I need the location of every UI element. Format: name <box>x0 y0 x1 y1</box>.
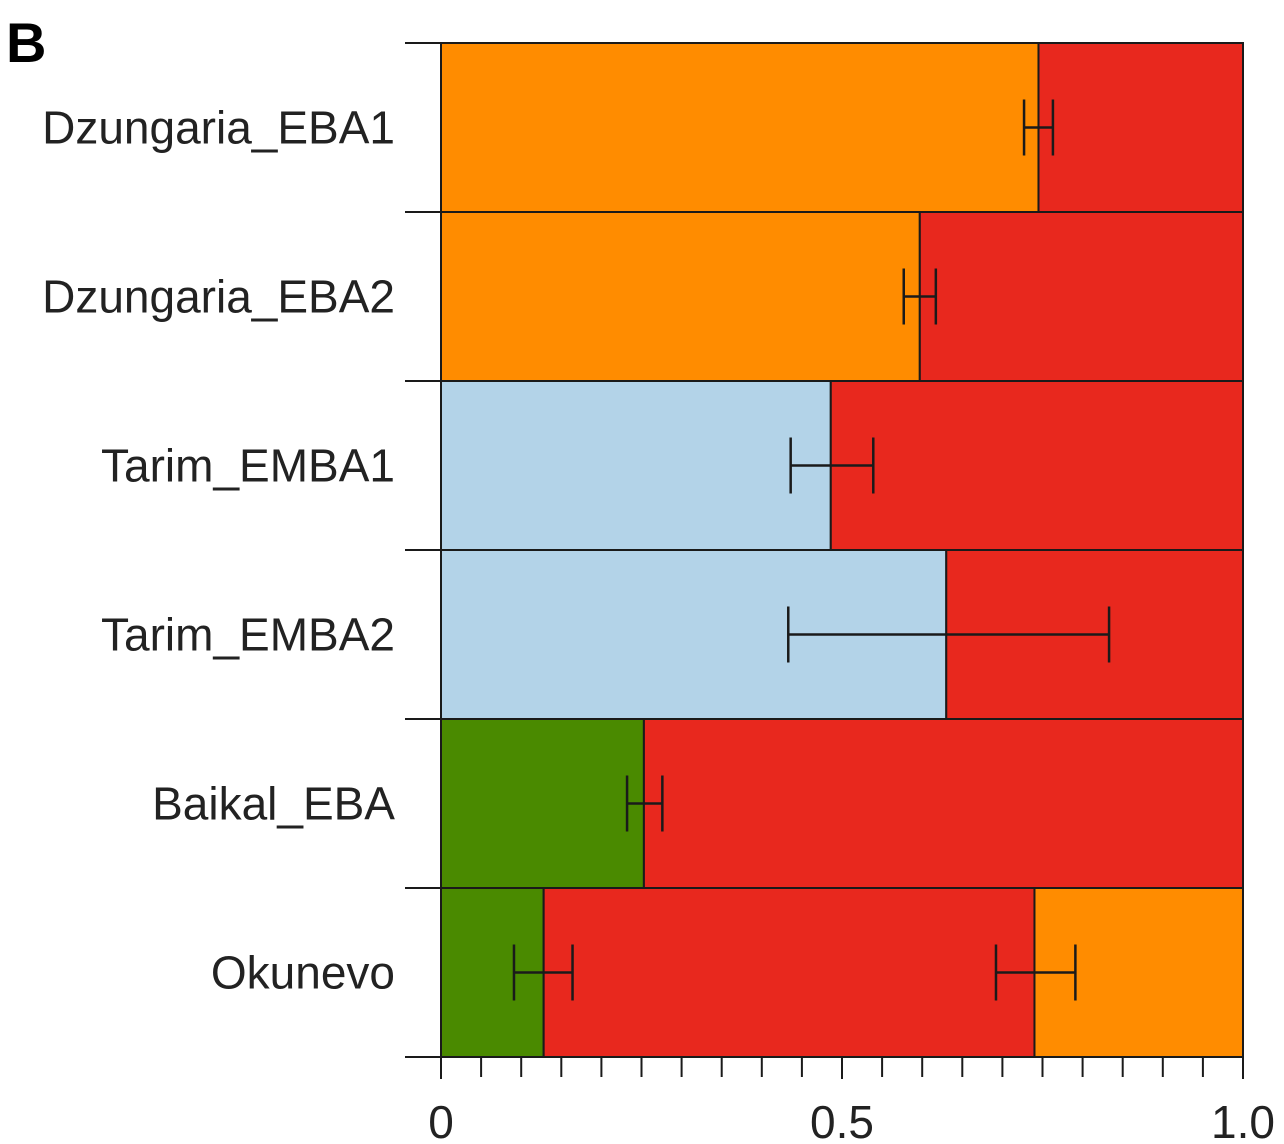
bar-segment-red <box>642 718 1244 889</box>
bar-segment-lightblue <box>440 380 832 551</box>
panel-label: B <box>6 11 46 74</box>
bar-segment-red <box>1037 42 1244 213</box>
row-label: Okunevo <box>211 947 395 999</box>
bar-segment-orange <box>440 42 1040 213</box>
row-label: Baikal_EBA <box>152 778 395 830</box>
bar-segment-red <box>918 211 1244 382</box>
x-tick-label: 0 <box>428 1096 454 1144</box>
x-tick-label: 1.0 <box>1211 1096 1275 1144</box>
bar-segment-orange <box>440 211 921 382</box>
x-axis: 0 0.5 1.0 <box>405 42 1275 1144</box>
row-labels-layer: Dzungaria_EBA1 Dzungaria_EBA2 Tarim_EMBA1 T… <box>42 102 395 999</box>
row-label: Dzungaria_EBA2 <box>42 271 395 323</box>
bar-segment-green <box>440 718 645 889</box>
error-bars-layer <box>512 99 1111 1001</box>
bar-segment-red <box>829 380 1244 551</box>
bar-segment-red <box>542 887 1036 1058</box>
x-tick-label: 0.5 <box>810 1096 874 1144</box>
bars-layer <box>440 42 1244 1058</box>
row-label: Tarim_EMBA1 <box>101 440 395 492</box>
row-label: Tarim_EMBA2 <box>101 609 395 661</box>
row-label: Dzungaria_EBA1 <box>42 102 395 154</box>
